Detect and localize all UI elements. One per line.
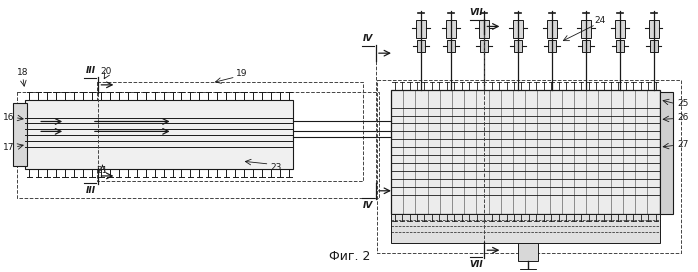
Bar xyxy=(648,20,658,38)
Bar xyxy=(377,80,681,253)
Text: 21: 21 xyxy=(97,166,108,175)
Bar xyxy=(514,40,522,52)
Bar xyxy=(391,90,660,214)
Bar xyxy=(547,20,557,38)
Text: 20: 20 xyxy=(101,67,112,76)
Text: Фиг. 2: Фиг. 2 xyxy=(329,250,371,263)
Bar xyxy=(660,92,674,214)
Bar xyxy=(520,269,536,272)
Text: III: III xyxy=(85,186,96,195)
Bar xyxy=(615,20,625,38)
Bar xyxy=(513,20,524,38)
Text: 27: 27 xyxy=(677,140,689,149)
Text: III: III xyxy=(85,66,96,75)
Bar xyxy=(548,40,556,52)
Bar xyxy=(98,82,363,181)
Text: 23: 23 xyxy=(271,163,282,172)
Text: 16: 16 xyxy=(3,113,15,122)
Bar xyxy=(391,214,660,243)
Text: 17: 17 xyxy=(3,143,15,152)
Text: VII: VII xyxy=(470,260,483,269)
Text: IV: IV xyxy=(363,201,373,210)
Bar xyxy=(416,20,426,38)
Text: 24: 24 xyxy=(594,16,605,25)
Bar xyxy=(25,100,293,169)
Bar xyxy=(447,40,454,52)
Text: VII: VII xyxy=(470,8,483,17)
Bar xyxy=(650,40,658,52)
Text: 18: 18 xyxy=(17,69,29,78)
Text: 25: 25 xyxy=(677,99,689,108)
Bar xyxy=(445,20,456,38)
Bar xyxy=(13,103,27,166)
Bar xyxy=(582,40,590,52)
Bar xyxy=(17,92,379,198)
Text: 19: 19 xyxy=(236,69,247,78)
Text: 26: 26 xyxy=(677,113,689,122)
Bar xyxy=(480,40,489,52)
Bar xyxy=(480,20,489,38)
Bar xyxy=(616,40,624,52)
Text: IV: IV xyxy=(363,34,373,43)
Bar xyxy=(581,20,591,38)
Bar xyxy=(518,243,538,261)
Bar xyxy=(417,40,424,52)
